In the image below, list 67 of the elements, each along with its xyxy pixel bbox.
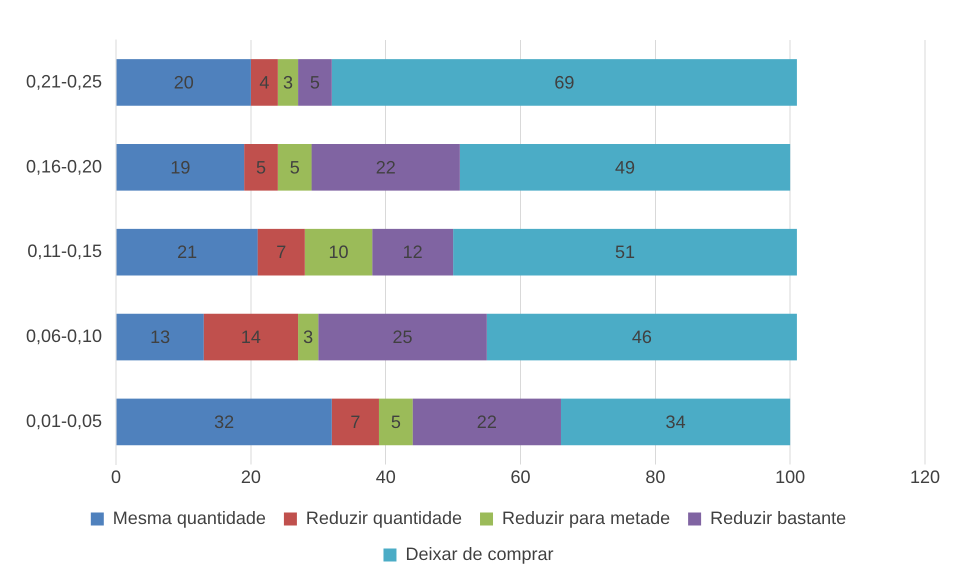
bar [278, 144, 312, 191]
bar [453, 228, 797, 276]
data-label: 7 [276, 242, 286, 262]
legend-label: Reduzir bastante [710, 508, 846, 528]
data-label: 4 [259, 72, 270, 92]
bar [332, 59, 797, 106]
bar [116, 398, 332, 446]
data-label: 46 [632, 327, 652, 348]
x-tick-label: 80 [645, 467, 666, 488]
bar [412, 398, 561, 446]
x-tick-label: 0 [111, 467, 122, 488]
y-tick-label: 0,16-0,20 [26, 156, 102, 176]
data-label: 25 [392, 327, 413, 348]
data-label: 13 [150, 327, 170, 348]
bar [298, 314, 318, 360]
bar [378, 398, 413, 446]
data-label: 22 [376, 157, 396, 178]
x-tick-label: 120 [910, 467, 940, 488]
data-label: 10 [328, 242, 349, 262]
data-label: 69 [554, 72, 574, 92]
data-label: 3 [282, 72, 293, 92]
y-tick-label: 0,06-0,10 [26, 326, 102, 346]
bar [116, 144, 244, 191]
data-label: 12 [402, 242, 423, 262]
bar [278, 59, 298, 106]
data-label: 21 [177, 242, 198, 262]
x-tick-label: 40 [376, 467, 396, 488]
bar [204, 314, 298, 360]
legend-label: Mesma quantidade [112, 508, 266, 528]
data-label: 34 [666, 412, 686, 432]
bar [312, 144, 460, 191]
bar [318, 314, 487, 360]
legend-label: Deixar de comprar [405, 544, 554, 564]
legend-label: Reduzir para metade [502, 508, 670, 528]
y-tick-label: 0,11-0,15 [27, 241, 102, 262]
data-label: 14 [240, 327, 261, 348]
data-label: 5 [310, 72, 320, 92]
data-label: 7 [350, 412, 360, 432]
bar [116, 314, 204, 360]
x-tick-label: 20 [240, 467, 261, 488]
bar [460, 144, 790, 191]
y-tick-label: 0,21-0,25 [26, 71, 102, 92]
bar [258, 228, 305, 276]
x-tick-label: 100 [775, 467, 806, 488]
x-tick-label: 60 [510, 467, 531, 488]
data-label: 20 [174, 72, 194, 92]
bar [304, 228, 372, 276]
bar [116, 228, 258, 276]
data-label: 3 [303, 327, 314, 348]
data-label: 5 [390, 412, 401, 432]
legend-label: Reduzir quantidade [306, 508, 462, 528]
bar [486, 314, 797, 360]
bar [244, 144, 278, 191]
data-label: 19 [170, 157, 190, 178]
bar [332, 398, 379, 446]
data-label: 51 [615, 242, 636, 262]
data-label: 22 [476, 412, 497, 432]
bar [116, 59, 251, 106]
bar [298, 59, 332, 106]
data-label: 49 [615, 157, 636, 178]
bar [250, 59, 278, 106]
y-tick-label: 0,01-0,05 [26, 410, 102, 431]
data-label: 5 [290, 157, 300, 178]
data-label: 5 [256, 157, 266, 178]
data-label: 32 [214, 412, 234, 432]
bar [372, 228, 454, 276]
bar [560, 398, 790, 446]
